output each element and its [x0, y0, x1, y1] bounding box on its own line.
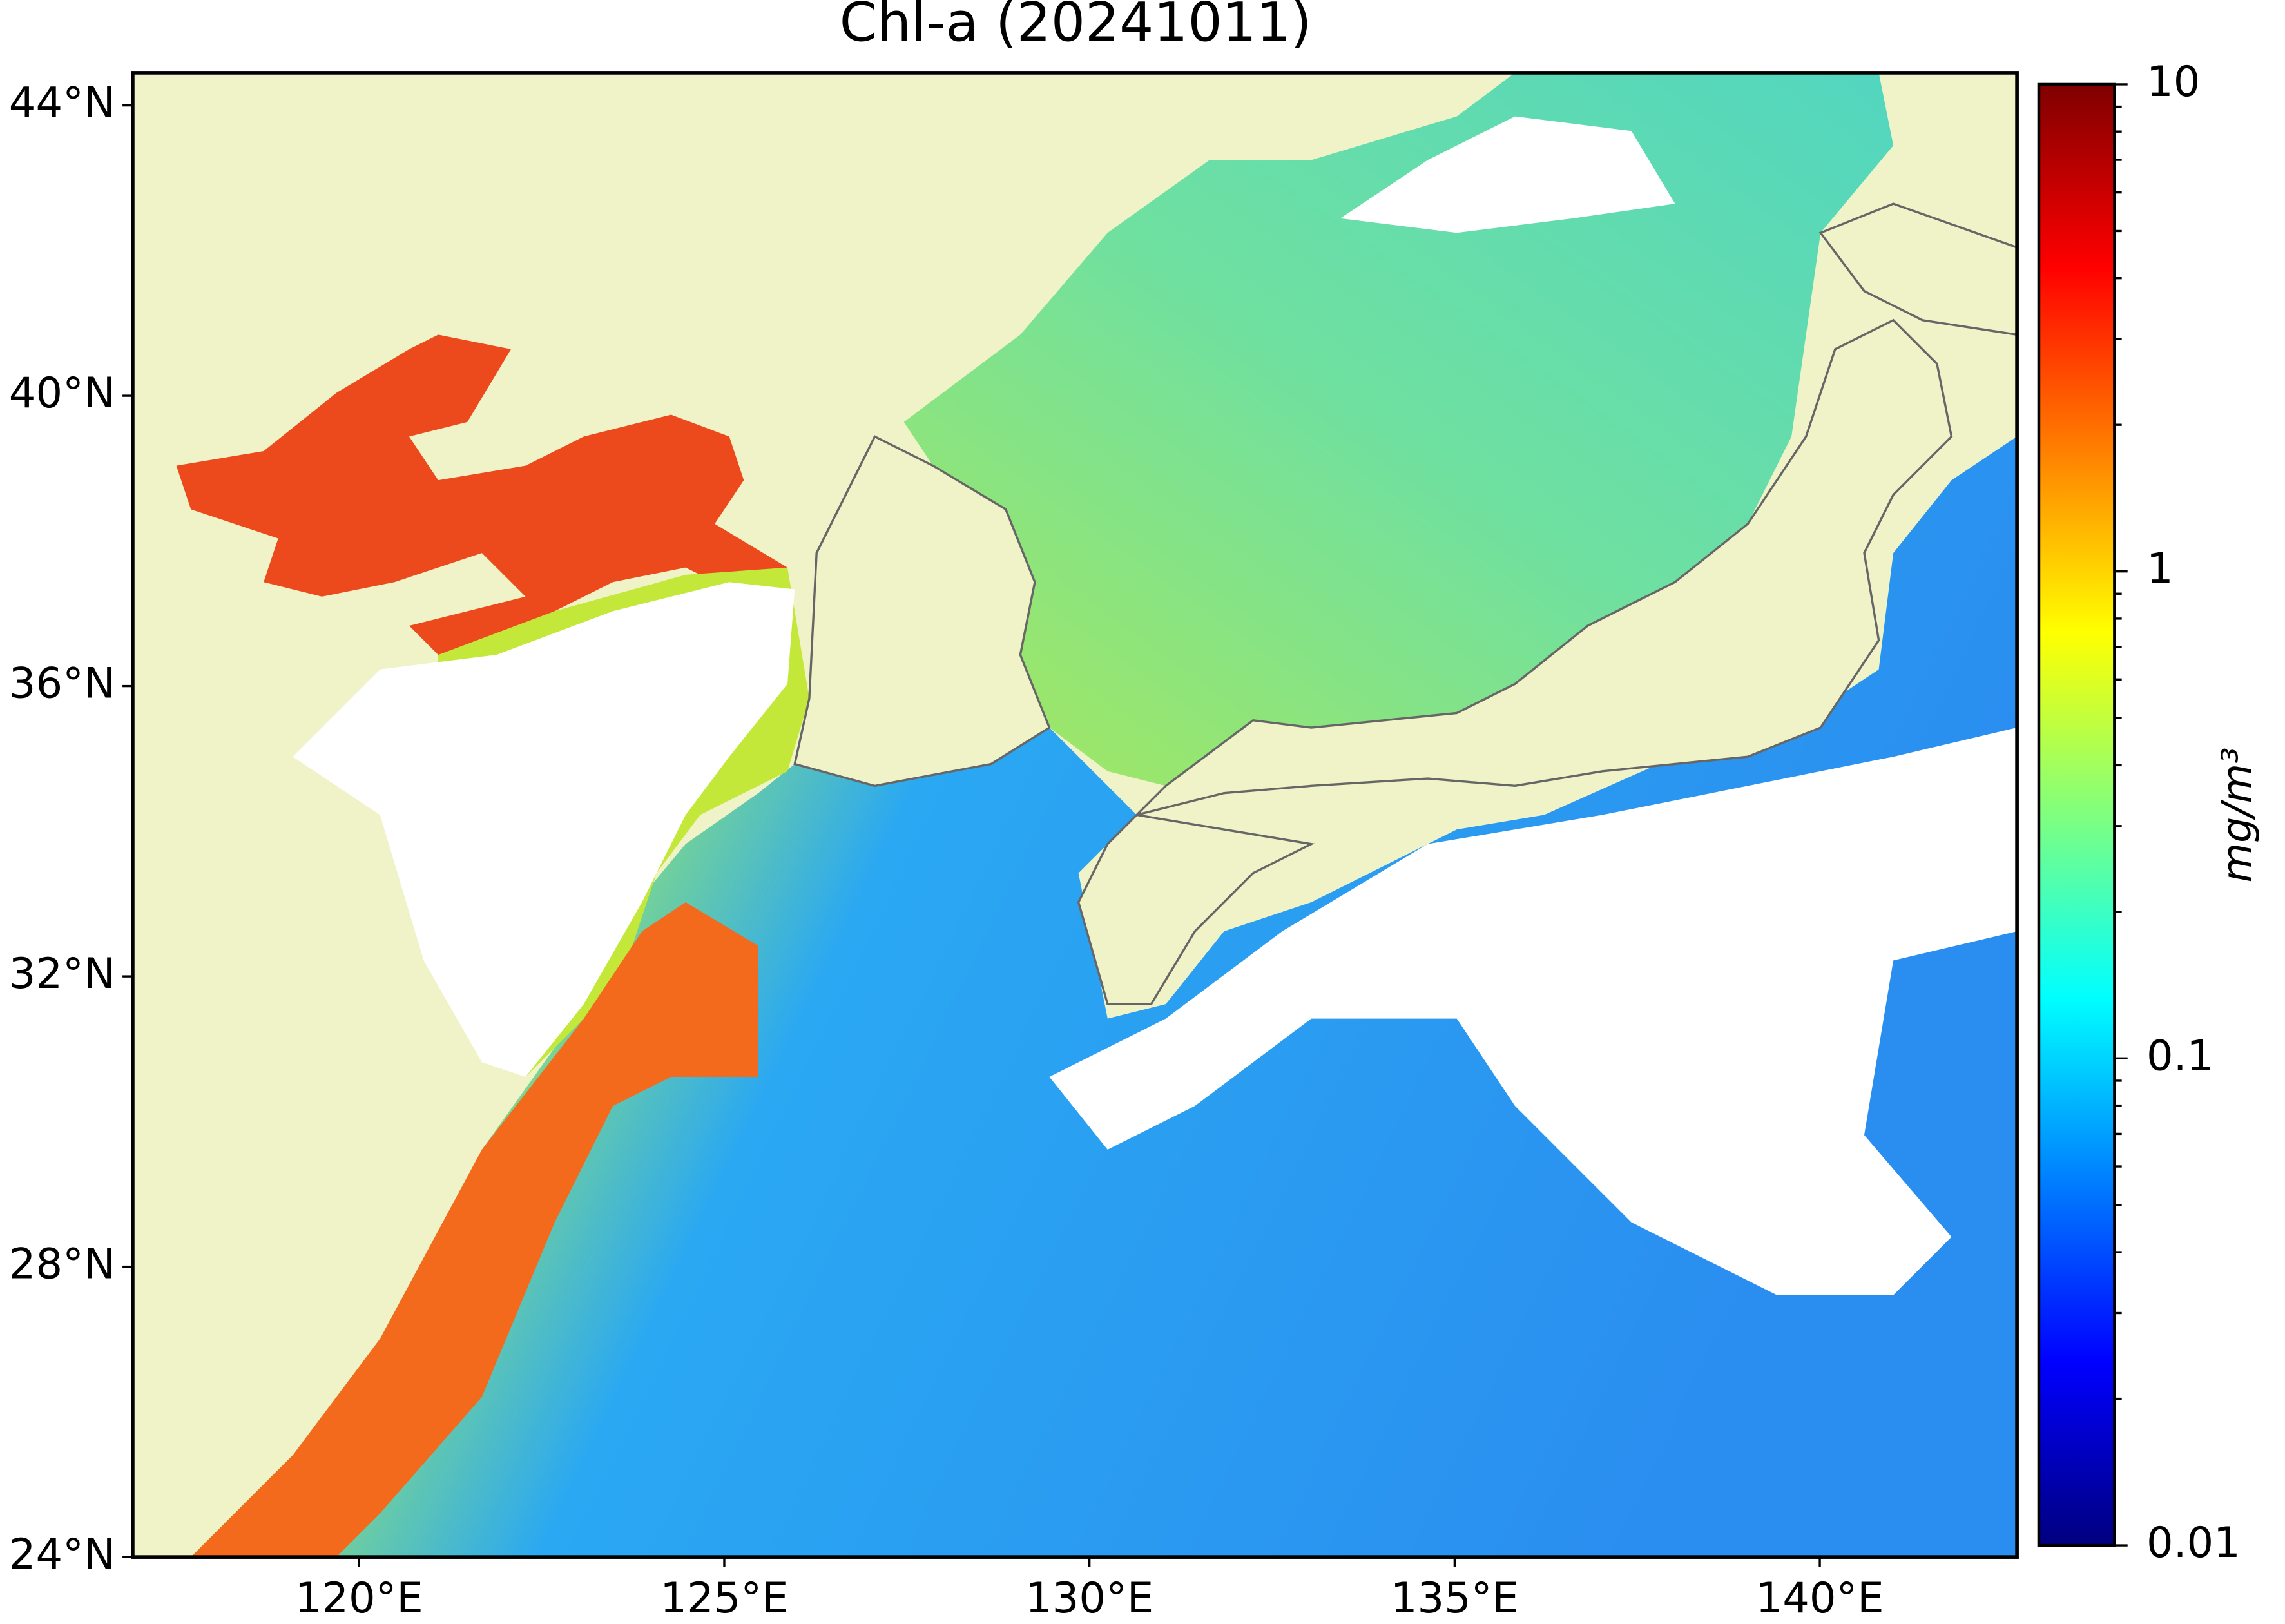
east-china-sea-pacific [191, 436, 2018, 1558]
y-tick-label: 40°N [9, 369, 115, 418]
y-tick-label: 44°N [9, 79, 115, 128]
x-tick-label: 125°E [660, 1574, 788, 1623]
y-tick-label: 36°N [9, 659, 115, 708]
cloud-north [1340, 116, 1675, 233]
colorbar-label: mg/m³ [2213, 748, 2261, 883]
cloud-yellow-sea [293, 582, 795, 1077]
korea [793, 435, 1051, 788]
y-tick-label: 24°N [9, 1530, 115, 1579]
sea-of-japan [903, 72, 1894, 786]
china-coast-bloom [191, 902, 758, 1558]
colorbar [2037, 82, 2116, 1547]
japan [1077, 318, 1953, 1005]
plot-frame [131, 71, 2019, 1559]
x-tick-label: 120°E [295, 1574, 423, 1623]
map-image [132, 72, 2018, 1558]
colorbar-tick-label: 10 [2146, 57, 2200, 106]
x-tick-label: 140°E [1756, 1574, 1884, 1623]
chart-title: Chl-a (20241011) [840, 0, 1312, 54]
bohai-sea [176, 334, 788, 655]
x-tick-label: 135°E [1391, 1574, 1519, 1623]
colorbar-tick-label: 0.1 [2146, 1031, 2213, 1080]
y-tick-label: 28°N [9, 1240, 115, 1289]
colorbar-tick-label: 1 [2146, 545, 2174, 594]
hokkaido [1818, 202, 2018, 336]
cloud-pacific [1049, 728, 2018, 1295]
x-tick-label: 130°E [1025, 1574, 1153, 1623]
y-tick-label: 32°N [9, 949, 115, 998]
colorbar-tick-label: 0.01 [2146, 1518, 2241, 1567]
